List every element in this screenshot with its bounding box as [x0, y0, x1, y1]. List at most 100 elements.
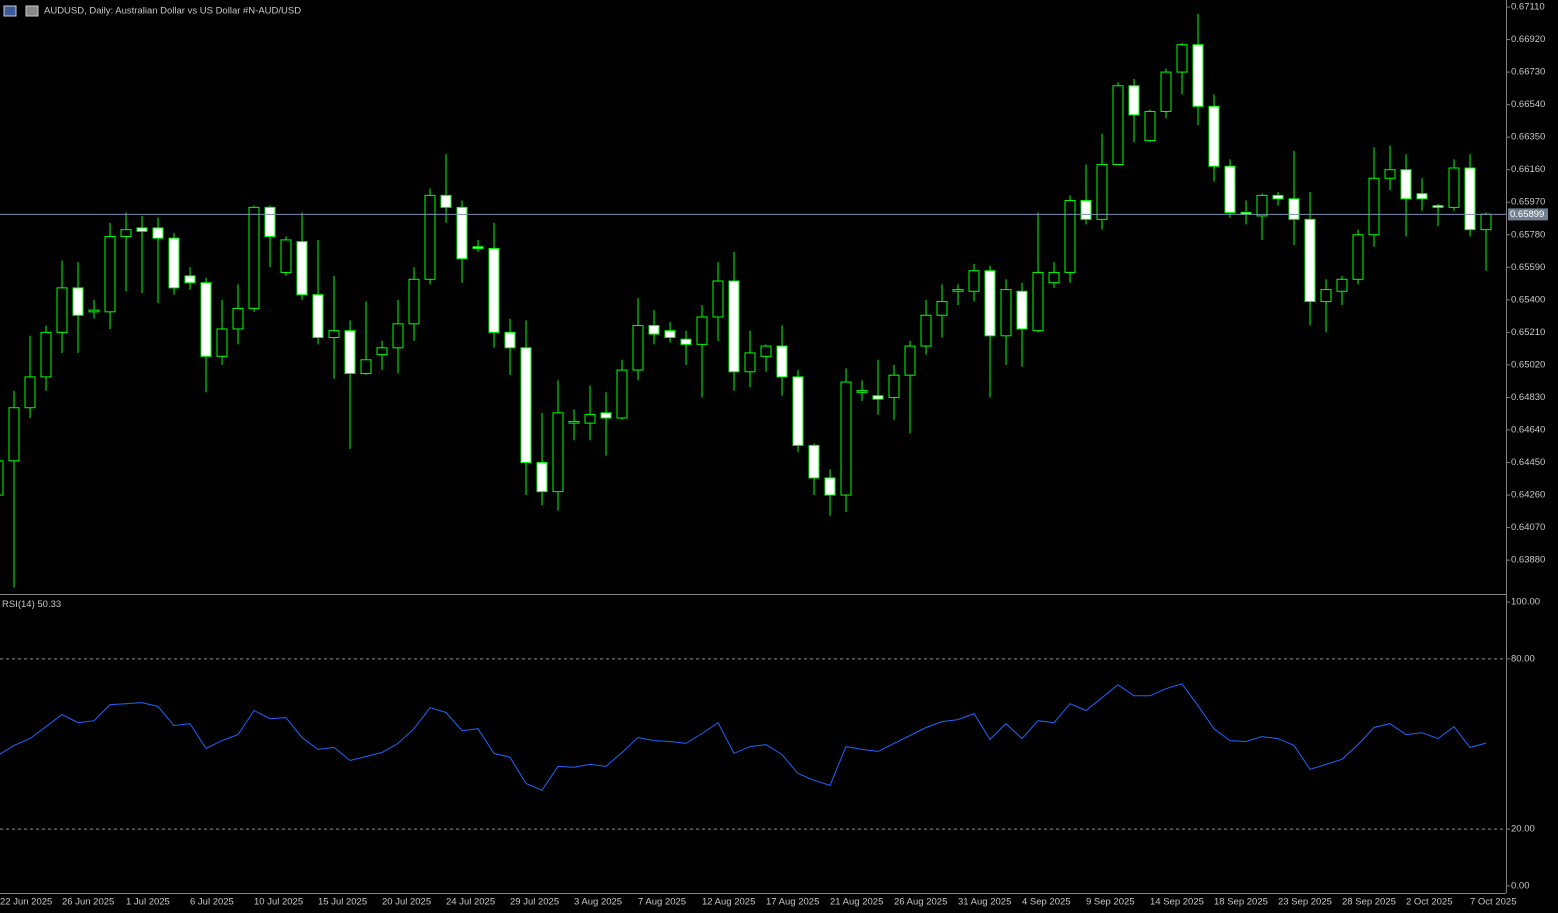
candle-body [760, 345, 772, 357]
y-tick-label: 0.66920 [1511, 34, 1545, 45]
candle-body [824, 477, 836, 496]
y-tick-label: 0.65210 [1511, 327, 1545, 338]
candle-body [664, 330, 676, 339]
x-tick-label: 12 Aug 2025 [702, 897, 755, 908]
candle-body [248, 206, 260, 309]
candle-body [296, 241, 308, 296]
candle-body [0, 460, 4, 496]
candle-body [840, 381, 852, 496]
candle-body [984, 270, 996, 337]
y-tick-label: 80.00 [1511, 653, 1535, 664]
candle-body [696, 316, 708, 345]
candle-body [520, 347, 532, 464]
y-tick-label: 0.66350 [1511, 132, 1545, 143]
candle-body [280, 239, 292, 273]
menu-icon[interactable] [3, 5, 17, 17]
candle-body [120, 229, 132, 237]
indicator-title: RSI(14) 50.33 [2, 599, 61, 610]
y-tick-label: 0.65020 [1511, 359, 1545, 370]
candle-body [776, 345, 788, 378]
candle-body [1208, 105, 1220, 167]
candle-body [1000, 289, 1012, 337]
y-tick-label: 0.64640 [1511, 424, 1545, 435]
candle-body [184, 275, 196, 284]
candle-body [1352, 234, 1364, 280]
x-tick-label: 4 Sep 2025 [1022, 897, 1071, 908]
candle-body [600, 412, 612, 419]
y-tick-label: 0.67110 [1511, 2, 1545, 13]
candle-body [264, 206, 276, 237]
x-tick-label: 28 Sep 2025 [1342, 897, 1396, 908]
candle-body [1128, 85, 1140, 116]
candle-body [488, 247, 500, 333]
candle-body [1048, 271, 1060, 284]
x-tick-label: 31 Aug 2025 [958, 897, 1011, 908]
candle-body [360, 359, 372, 374]
y-tick-label: 0.64260 [1511, 490, 1545, 501]
y-tick-label: 0.66730 [1511, 67, 1545, 78]
candle-body [1448, 167, 1460, 208]
candle-body [408, 278, 420, 325]
candle-body [568, 420, 580, 424]
y-tick-label: 0.65590 [1511, 262, 1545, 273]
candle-body [72, 287, 84, 316]
candle-body [1032, 271, 1044, 332]
indicator-name: RSI(14) [2, 599, 35, 610]
candle-body [1272, 194, 1284, 200]
y-tick-label: 0.66160 [1511, 164, 1545, 175]
candle-body [1176, 44, 1188, 73]
x-tick-label: 21 Aug 2025 [830, 897, 883, 908]
candle-body [200, 282, 212, 357]
candle-body [168, 237, 180, 289]
candle-body [1144, 110, 1156, 142]
candle-body [1464, 167, 1476, 231]
x-tick-label: 26 Jun 2025 [62, 897, 114, 908]
x-tick-label: 20 Jul 2025 [382, 897, 431, 908]
candle-body [136, 227, 148, 232]
y-tick-label: 0.66540 [1511, 99, 1545, 110]
candle-body [56, 287, 68, 333]
x-tick-label: 1 Jul 2025 [126, 897, 170, 908]
candle-body [952, 289, 964, 292]
candle-body [632, 325, 644, 371]
candle-body [456, 206, 468, 260]
candle-body [1192, 44, 1204, 107]
y-tick-label: 0.65400 [1511, 294, 1545, 305]
x-tick-label: 6 Jul 2025 [190, 897, 234, 908]
candle-body [1224, 165, 1236, 214]
candle-body [1016, 290, 1028, 330]
candle-body [1432, 205, 1444, 208]
candle-body [504, 331, 516, 349]
candle-body [920, 314, 932, 347]
candle-body [1320, 289, 1332, 303]
candle-body [424, 194, 436, 280]
candle-body [792, 376, 804, 446]
candle-body [648, 325, 660, 335]
y-tick-label: 0.64830 [1511, 392, 1545, 403]
last-price-box [1508, 208, 1548, 221]
candle-body [808, 444, 820, 479]
chart-title: AUDUSD, Daily: Australian Dollar vs US D… [44, 6, 301, 17]
candle-body [88, 309, 100, 313]
y-tick-label: 0.64070 [1511, 522, 1545, 533]
rsi-line [0, 683, 1487, 791]
x-tick-label: 29 Jul 2025 [510, 897, 559, 908]
candle-body [24, 376, 36, 409]
candle-body [328, 330, 340, 339]
chart-icon[interactable] [25, 5, 39, 17]
x-tick-label: 23 Sep 2025 [1278, 897, 1332, 908]
candle-body [1304, 218, 1316, 303]
candle-body [856, 390, 868, 393]
candle-body [440, 194, 452, 208]
y-tick-label: 0.64450 [1511, 457, 1545, 468]
candle-body [904, 345, 916, 376]
x-tick-label: 18 Sep 2025 [1214, 897, 1268, 908]
candle-body [1096, 164, 1108, 220]
candle-body [1368, 177, 1380, 236]
x-tick-label: 14 Sep 2025 [1150, 897, 1204, 908]
candle-body [1080, 200, 1092, 220]
candle-body [1400, 169, 1412, 200]
x-tick-label: 26 Aug 2025 [894, 897, 947, 908]
